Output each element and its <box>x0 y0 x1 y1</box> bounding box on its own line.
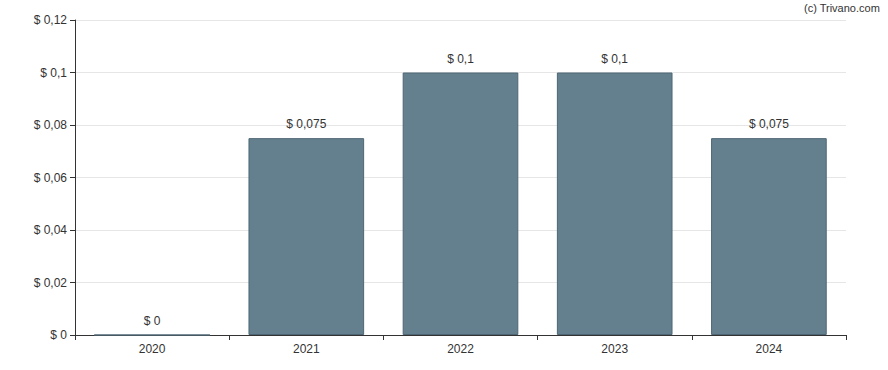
svg-text:$ 0,06: $ 0,06 <box>34 171 68 185</box>
svg-text:2021: 2021 <box>293 342 320 356</box>
svg-text:2023: 2023 <box>601 342 628 356</box>
svg-text:$ 0,1: $ 0,1 <box>601 52 628 66</box>
svg-text:2022: 2022 <box>447 342 474 356</box>
svg-text:2020: 2020 <box>139 342 166 356</box>
svg-text:2024: 2024 <box>756 342 783 356</box>
svg-text:$ 0,075: $ 0,075 <box>749 117 789 131</box>
svg-text:$ 0,04: $ 0,04 <box>34 223 68 237</box>
svg-text:$ 0,02: $ 0,02 <box>34 276 68 290</box>
svg-text:$ 0: $ 0 <box>144 314 161 328</box>
svg-text:$ 0: $ 0 <box>50 328 67 342</box>
svg-text:$ 0,08: $ 0,08 <box>34 118 68 132</box>
svg-text:(c) Trivano.com: (c) Trivano.com <box>804 2 880 14</box>
svg-text:$ 0,1: $ 0,1 <box>447 52 474 66</box>
svg-text:$ 0,1: $ 0,1 <box>40 66 67 80</box>
svg-text:$ 0,12: $ 0,12 <box>34 13 68 27</box>
svg-text:$ 0,075: $ 0,075 <box>286 117 326 131</box>
